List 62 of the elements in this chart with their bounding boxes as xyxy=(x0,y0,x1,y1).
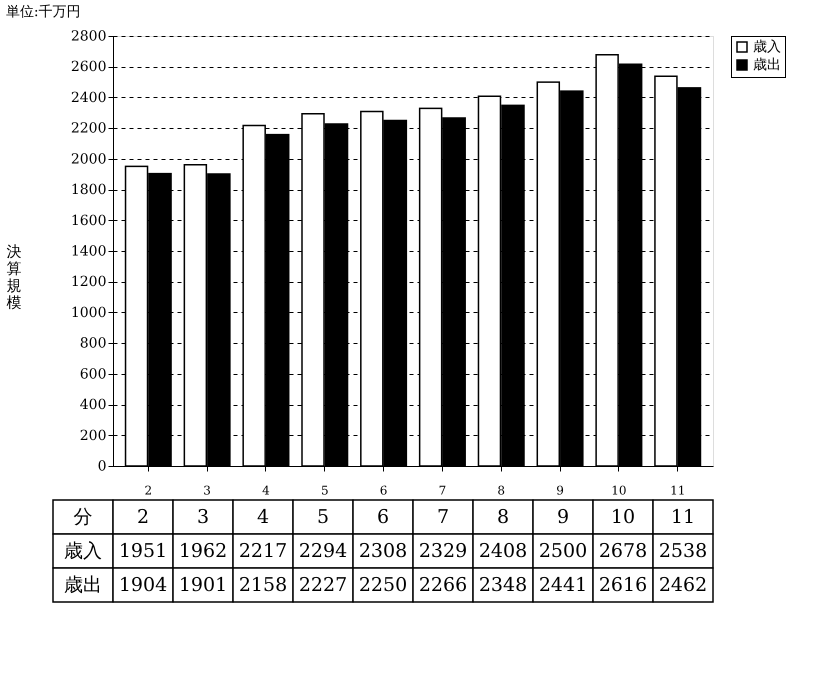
data-label: 2250 xyxy=(358,574,408,596)
x-tick-label: 4 xyxy=(262,484,270,498)
category-label: 2 xyxy=(136,506,150,528)
y-tick-label: 1800 xyxy=(70,182,106,198)
data-label: 2538 xyxy=(658,540,708,562)
x-tick-label: 5 xyxy=(320,484,329,498)
data-label: 1962 xyxy=(178,540,228,562)
data-label: 2266 xyxy=(418,574,468,596)
category-label: 8 xyxy=(496,506,510,528)
y-tick-label: 2400 xyxy=(70,90,106,106)
data-label: 2329 xyxy=(418,540,468,562)
x-tick-label: 6 xyxy=(380,484,388,498)
y-tick-label: 1400 xyxy=(70,244,106,260)
y-axis-title: 決算規模 xyxy=(6,242,22,312)
data-label: 2462 xyxy=(658,574,708,596)
data-label: 2408 xyxy=(478,540,528,562)
data-label: 1951 xyxy=(118,540,168,562)
data-label: 2441 xyxy=(538,574,588,596)
data-label: 2616 xyxy=(598,574,648,596)
y-tick-label: 0 xyxy=(98,458,106,474)
x-tick-label: 11 xyxy=(670,484,686,498)
category-label: 4 xyxy=(256,506,270,528)
category-label: 10 xyxy=(610,506,636,528)
category-label: 6 xyxy=(376,506,390,528)
data-label: 2294 xyxy=(298,540,348,562)
data-label: 1901 xyxy=(178,574,228,596)
legend-label: 歳出 xyxy=(753,57,781,73)
data-label: 2158 xyxy=(238,574,288,596)
y-tick-label: 1600 xyxy=(70,212,106,229)
x-tick-label: 9 xyxy=(556,484,564,498)
data-label: 2348 xyxy=(478,574,528,596)
category-label: 11 xyxy=(670,506,696,528)
y-tick-label: 2200 xyxy=(70,120,106,137)
text: 分 xyxy=(74,506,92,528)
y-tick-label: 2800 xyxy=(70,28,106,44)
x-tick-label: 2 xyxy=(144,484,152,498)
data-label: 2227 xyxy=(298,574,348,596)
x-tick-label: 8 xyxy=(497,484,506,498)
x-tick-label: 10 xyxy=(611,484,627,498)
y-tick-label: 2000 xyxy=(70,151,106,168)
y-tick-label: 800 xyxy=(80,336,106,352)
y-tick-label: 1200 xyxy=(70,274,106,290)
y-tick-label: 600 xyxy=(80,366,106,382)
text: 歳入 xyxy=(64,540,102,562)
category-label: 3 xyxy=(196,506,210,528)
data-label: 2678 xyxy=(598,540,648,562)
chart-title: 単位:千万円 xyxy=(6,4,81,20)
category-label: 7 xyxy=(436,506,450,528)
data-label: 2500 xyxy=(538,540,588,562)
x-tick-label: 3 xyxy=(203,484,211,498)
data-label: 2217 xyxy=(238,540,288,562)
y-tick-label: 2600 xyxy=(70,59,106,76)
y-tick-label: 1000 xyxy=(70,304,106,321)
text: 歳出 xyxy=(64,574,102,596)
data-label: 2308 xyxy=(358,540,408,562)
y-tick-label: 200 xyxy=(80,428,106,444)
x-tick-label: 7 xyxy=(438,484,446,498)
category-label: 5 xyxy=(316,506,330,528)
category-label: 9 xyxy=(556,506,570,528)
legend-label: 歳入 xyxy=(753,39,781,55)
data-label: 1904 xyxy=(118,574,168,596)
y-tick-label: 400 xyxy=(80,397,106,414)
